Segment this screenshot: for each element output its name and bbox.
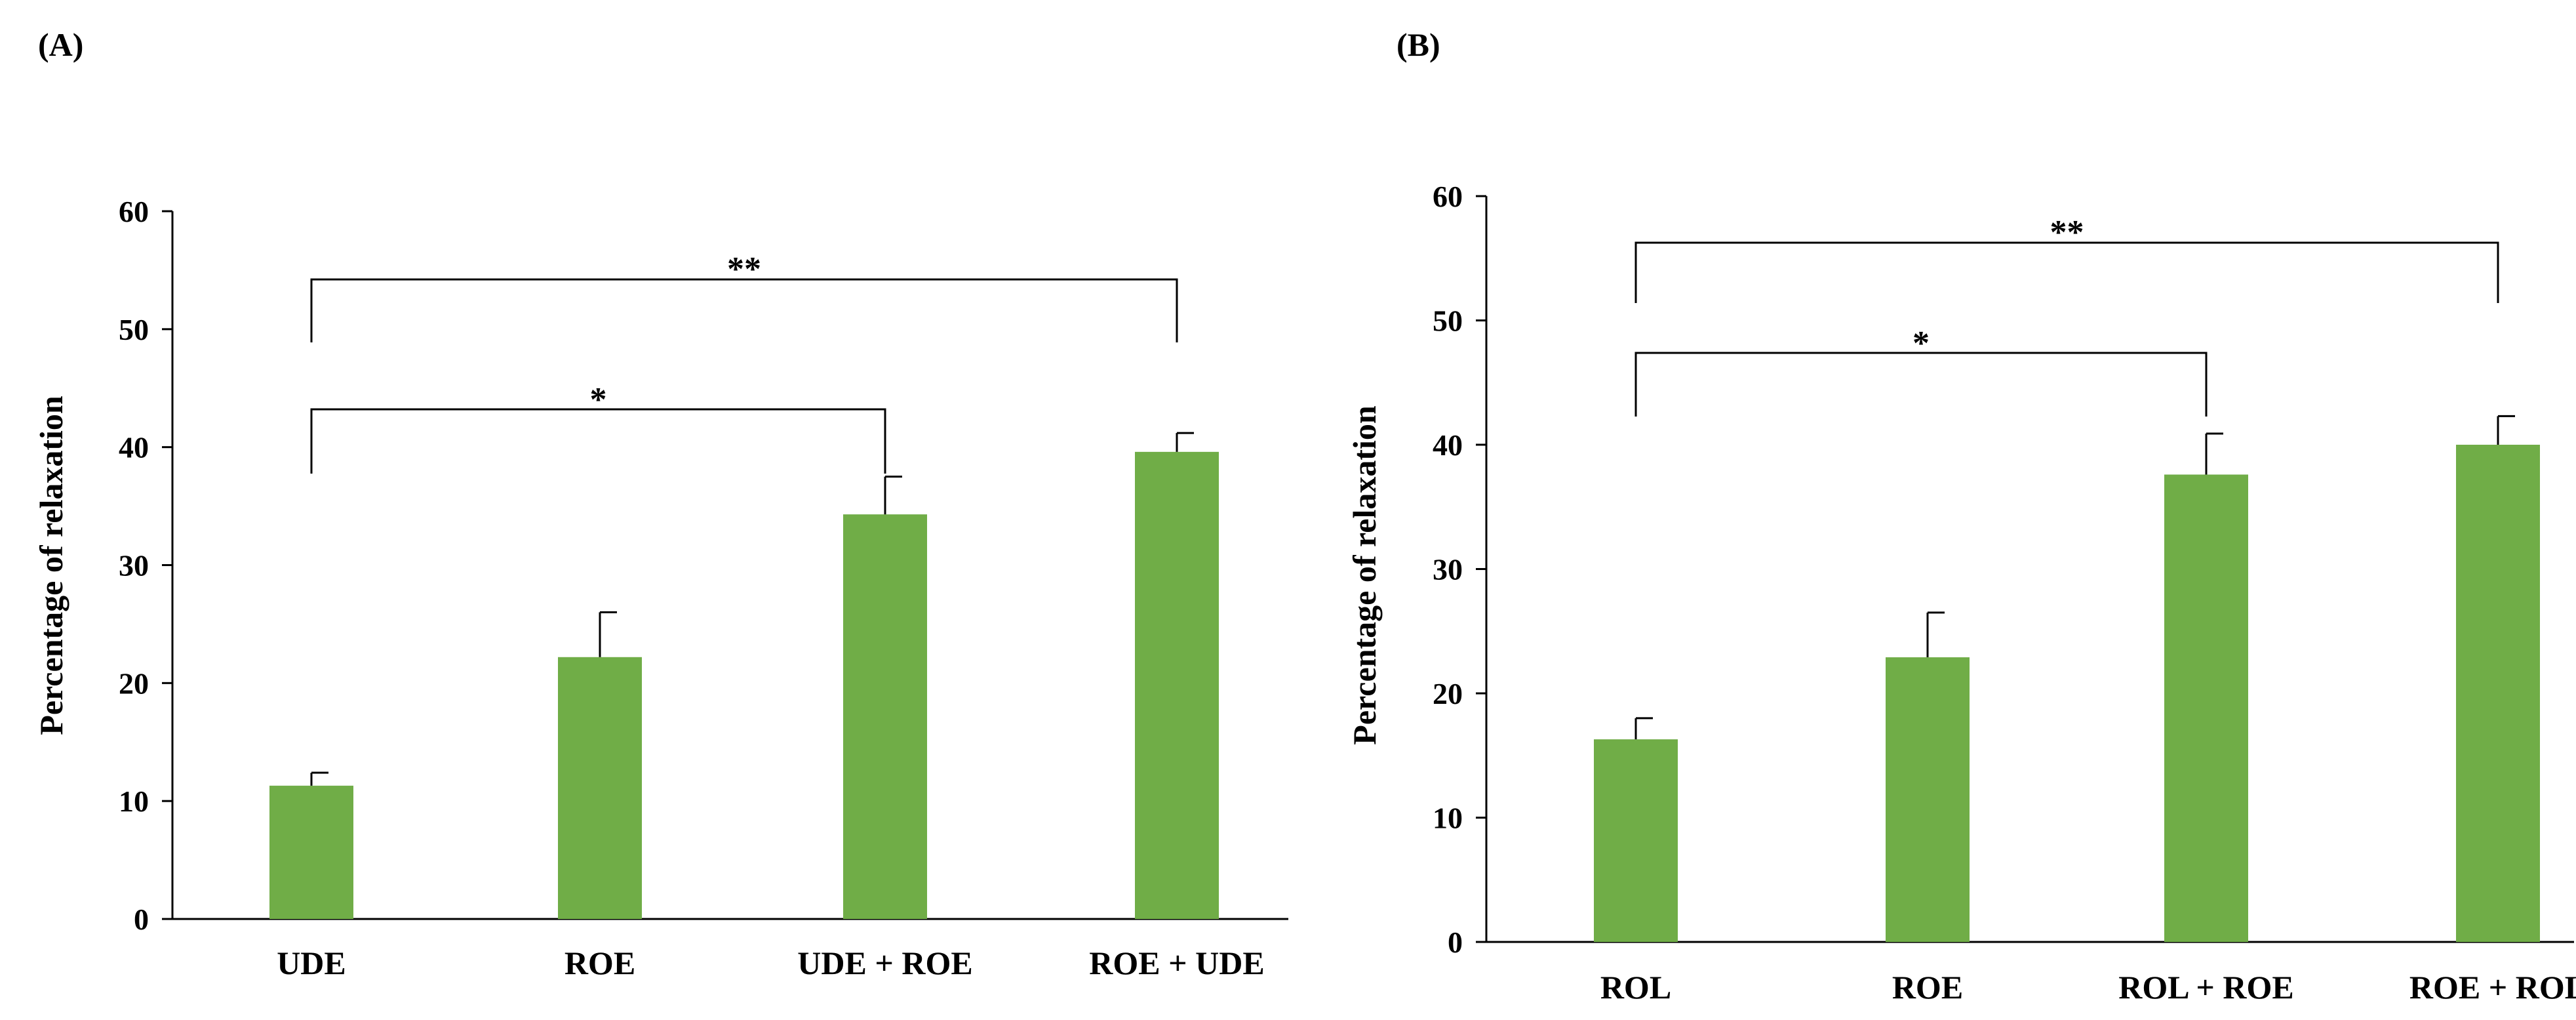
significance-bracket	[1635, 241, 2499, 303]
significance-bracket	[310, 408, 886, 474]
y-axis-title: Percentage of relaxation	[33, 396, 69, 735]
y-tick-label: 60	[119, 195, 149, 228]
category-label: ROE	[565, 945, 635, 981]
panel-b: (B) Percentage of relaxation 0 10 20 30 40 50 60…	[1346, 26, 2576, 1006]
y-tick-label: 30	[1433, 553, 1463, 586]
significance-label: *	[590, 381, 607, 418]
bar-roe	[558, 657, 642, 919]
bar-rol	[1594, 739, 1678, 942]
category-label: ROE	[1892, 969, 1963, 1006]
category-label: UDE	[277, 945, 346, 981]
category-label: UDE + ROE	[797, 945, 972, 981]
bar-ude	[269, 785, 353, 919]
y-tick-label: 10	[119, 785, 149, 818]
significance-bracket	[1635, 352, 2208, 417]
panel-label: (A)	[38, 26, 83, 63]
category-label: ROL	[1600, 969, 1671, 1006]
significance-label: **	[2050, 214, 2084, 251]
y-tick-label: 20	[119, 666, 149, 700]
y-tick-label: 30	[119, 549, 149, 582]
bar-rol-roe	[2164, 474, 2248, 942]
bar-ude-roe	[843, 514, 927, 919]
y-tick-label: 0	[134, 903, 149, 936]
bar-roe-ude	[1135, 451, 1219, 919]
category-label: ROE + ROL	[2409, 969, 2576, 1006]
y-tick-label: 50	[119, 313, 149, 346]
y-tick-label: 50	[1433, 304, 1463, 338]
y-tick-label: 60	[1433, 180, 1463, 213]
panel-a: (A) Percentage of relaxation 0 10 20 30 40 50 60…	[33, 26, 1288, 981]
bar-roe-rol	[2456, 445, 2540, 942]
y-tick-label: 40	[1433, 428, 1463, 462]
y-tick-label: 20	[1433, 677, 1463, 710]
y-axis-title: Percentage of relaxation	[1346, 405, 1383, 745]
bar-roe	[1886, 657, 1970, 942]
y-tick-label: 0	[1448, 926, 1463, 959]
category-label: ROL + ROE	[2118, 969, 2293, 1006]
significance-bracket	[310, 278, 1178, 342]
y-tick-label: 10	[1433, 802, 1463, 835]
y-tick-label: 40	[119, 431, 149, 464]
category-label: ROE + UDE	[1089, 945, 1264, 981]
panel-label: (B)	[1397, 26, 1440, 63]
significance-label: *	[1912, 325, 1930, 362]
significance-label: **	[727, 251, 761, 288]
